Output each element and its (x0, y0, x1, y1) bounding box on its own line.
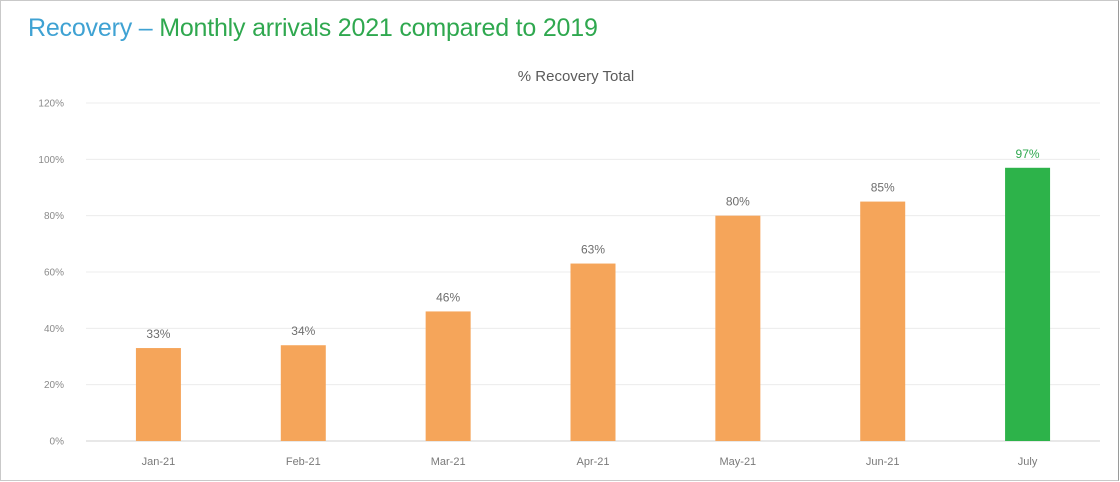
headline-recovery: Recovery – (28, 14, 160, 42)
data-label: 33% (146, 327, 170, 341)
data-label: 46% (436, 290, 460, 304)
data-label: 85% (871, 181, 895, 195)
y-tick-label: 40% (44, 324, 64, 335)
bar-may-21 (715, 215, 761, 441)
y-tick-label: 120% (38, 99, 64, 110)
data-label: 80% (726, 195, 750, 209)
x-tick-label: May-21 (720, 456, 757, 468)
chart-title: % Recovery Total (518, 68, 634, 85)
data-labels: 33% 34% 46% 63% 80% 85% 97% (146, 147, 1039, 341)
bar-jan-21 (135, 348, 181, 441)
data-label: 63% (581, 243, 605, 257)
y-tick-label: 80% (44, 211, 64, 222)
bars (135, 167, 1051, 442)
bar-jun-21 (860, 201, 906, 441)
y-axis-ticks: 0% 20% 40% 60% 80% 100% 120% (38, 99, 64, 448)
bar-july (1005, 167, 1051, 442)
y-tick-label: 20% (44, 380, 64, 391)
bar-mar-21 (425, 311, 471, 441)
x-tick-label: Apr-21 (576, 456, 609, 468)
headline: Recovery – Monthly arrivals 2021 compare… (28, 14, 598, 43)
data-label: 97% (1016, 147, 1040, 161)
y-tick-label: 60% (44, 268, 64, 279)
x-axis-ticks: Jan-21 Feb-21 Mar-21 Apr-21 May-21 Jun-21 July (142, 456, 1038, 468)
headline-monthly-arrivals: Monthly arrivals 2021 compared to 2019 (159, 14, 598, 42)
x-tick-label: July (1018, 456, 1038, 468)
bar-feb-21 (280, 345, 326, 441)
x-tick-label: Jun-21 (866, 456, 900, 468)
bar-apr-21 (570, 263, 616, 441)
data-label: 34% (291, 324, 315, 338)
x-tick-label: Feb-21 (286, 456, 321, 468)
y-tick-label: 100% (38, 155, 64, 166)
x-tick-label: Mar-21 (431, 456, 466, 468)
x-tick-label: Jan-21 (142, 456, 176, 468)
y-tick-label: 0% (50, 437, 65, 448)
